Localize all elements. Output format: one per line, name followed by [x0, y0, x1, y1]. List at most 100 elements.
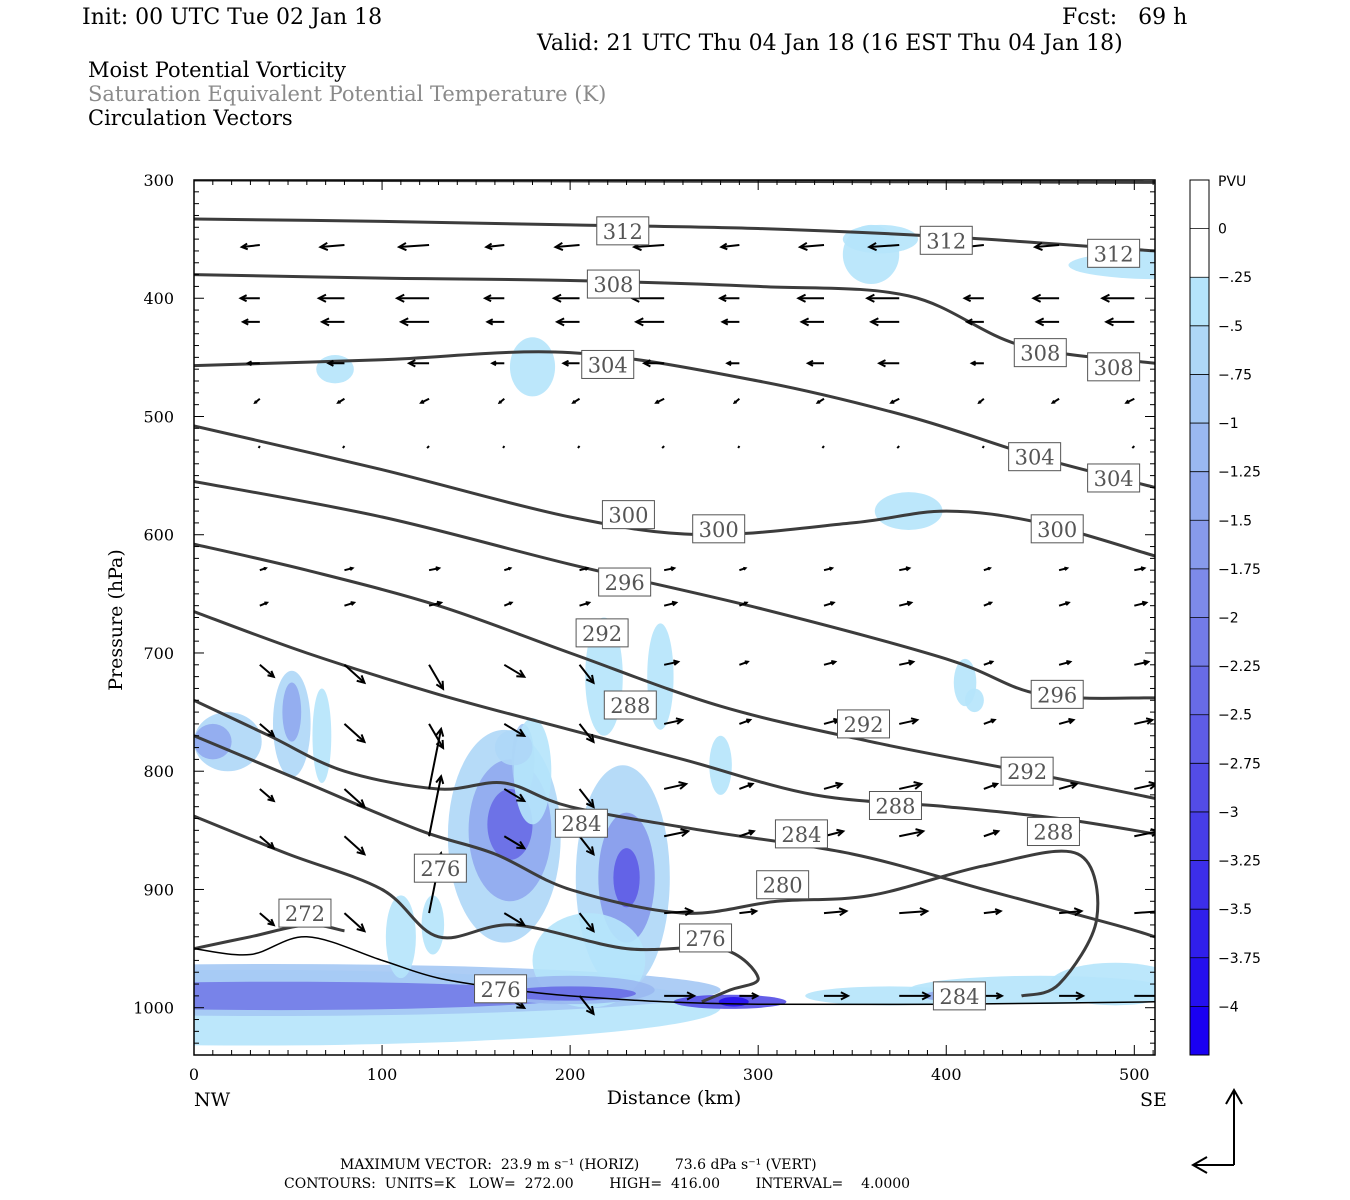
circulation-vector — [503, 601, 514, 607]
circulation-vector — [1134, 994, 1155, 997]
circulation-vector — [865, 293, 900, 303]
circulation-vector — [739, 718, 753, 725]
circulation-vector — [983, 601, 994, 607]
circulation-vector — [823, 601, 836, 607]
nw-label: NW — [194, 1089, 231, 1111]
circulation-vector — [578, 723, 595, 744]
svg-text:288: 288 — [875, 795, 915, 819]
circulation-vector — [1050, 397, 1060, 404]
contour-label-308: 308 — [586, 269, 640, 299]
circulation-vector — [983, 992, 1005, 1000]
y-tick-label: 700 — [143, 644, 174, 663]
circulation-vector — [482, 294, 505, 303]
circulation-vector — [720, 318, 740, 326]
svg-text:292: 292 — [1007, 760, 1047, 784]
svg-text:312: 312 — [603, 220, 643, 244]
x-tick-label: 0 — [189, 1065, 199, 1084]
circulation-vector — [502, 445, 506, 449]
contour-label-276: 276 — [679, 923, 733, 953]
svg-text:304: 304 — [1094, 467, 1134, 491]
colorbar-label: −1.25 — [1218, 465, 1261, 481]
contour-label-272: 272 — [278, 898, 332, 928]
contour-label-284: 284 — [774, 819, 828, 849]
circulation-vector — [503, 835, 527, 850]
circulation-vector — [823, 659, 838, 666]
contour-label-312: 312 — [1087, 238, 1141, 268]
circulation-vector — [553, 241, 580, 251]
circulation-vector — [428, 774, 445, 837]
colorbar-segment — [1190, 277, 1209, 327]
circulation-vector — [983, 566, 992, 572]
reference-vector-icon — [1190, 1087, 1243, 1174]
pv-region — [509, 337, 556, 397]
circulation-vector — [739, 660, 750, 666]
x-axis-label: Distance (km) — [606, 1087, 742, 1109]
circulation-vector — [1032, 241, 1060, 251]
pv-region — [874, 492, 943, 530]
pv-shading — [194, 224, 1155, 1046]
circulation-vector — [981, 445, 985, 449]
circulation-vector — [503, 788, 527, 803]
contour-label-276: 276 — [474, 974, 528, 1004]
contour-label-312: 312 — [596, 216, 650, 246]
circulation-vector — [503, 663, 527, 678]
circulation-vector — [578, 788, 595, 809]
circulation-vector — [561, 359, 580, 367]
circulation-vector — [490, 360, 505, 367]
circulation-vector — [725, 360, 740, 367]
circulation-vector — [821, 445, 825, 449]
circulation-vector — [1034, 317, 1060, 327]
pv-region — [709, 735, 732, 795]
theta-es-contour-272 — [194, 923, 345, 951]
circulation-vector — [664, 907, 695, 917]
circulation-vector — [983, 908, 1003, 916]
init-time: Init: 00 UTC Tue 02 Jan 18 — [82, 5, 383, 30]
circulation-vector — [1100, 293, 1135, 303]
svg-text:288: 288 — [610, 694, 650, 718]
theta-es-contour-312 — [194, 217, 1155, 253]
contour-label-300: 300 — [692, 514, 746, 544]
circulation-vector — [641, 359, 665, 368]
contour-label-292: 292 — [837, 709, 891, 739]
circulation-vector — [571, 397, 581, 404]
circulation-vector — [899, 566, 912, 572]
svg-text:280: 280 — [763, 874, 803, 898]
contour-label-308: 308 — [1013, 338, 1067, 368]
svg-text:304: 304 — [588, 353, 628, 377]
circulation-vector — [823, 907, 849, 917]
circulation-vector — [579, 601, 592, 607]
circulation-vector — [799, 317, 825, 327]
svg-text:276: 276 — [420, 857, 460, 881]
circulation-vector — [1131, 445, 1136, 449]
pv-region — [504, 986, 636, 1001]
circulation-vector — [983, 782, 1000, 790]
contour-label-288: 288 — [1026, 817, 1080, 847]
circulation-vector — [815, 397, 825, 404]
colorbar-label: −.75 — [1218, 367, 1252, 383]
colorbar-segment — [1190, 714, 1209, 764]
circulation-vector — [1134, 907, 1155, 915]
svg-text:312: 312 — [926, 229, 966, 253]
circulation-vector — [503, 912, 527, 927]
circulation-vector — [719, 242, 740, 251]
svg-text:284: 284 — [561, 812, 601, 836]
svg-text:296: 296 — [605, 571, 645, 595]
title-mpv: Moist Potential Vorticity — [88, 58, 346, 82]
contour-label-288: 288 — [868, 791, 922, 821]
svg-text:292: 292 — [843, 713, 883, 737]
title-theta-es: Saturation Equivalent Potential Temperat… — [88, 82, 607, 106]
circulation-vector — [406, 359, 430, 368]
circulation-vector — [396, 242, 430, 252]
y-tick-label: 600 — [143, 526, 174, 545]
circulation-vector — [899, 828, 926, 838]
contour-label-284: 284 — [932, 981, 986, 1011]
circulation-vector — [1134, 717, 1155, 725]
circulation-vector — [739, 566, 748, 572]
circulation-vector — [240, 318, 260, 326]
circulation-vector — [343, 835, 367, 856]
contour-label-308: 308 — [1087, 352, 1141, 382]
pv-region — [1049, 962, 1155, 1006]
colorbar-segment — [1190, 228, 1209, 278]
circulation-vector — [823, 717, 841, 725]
